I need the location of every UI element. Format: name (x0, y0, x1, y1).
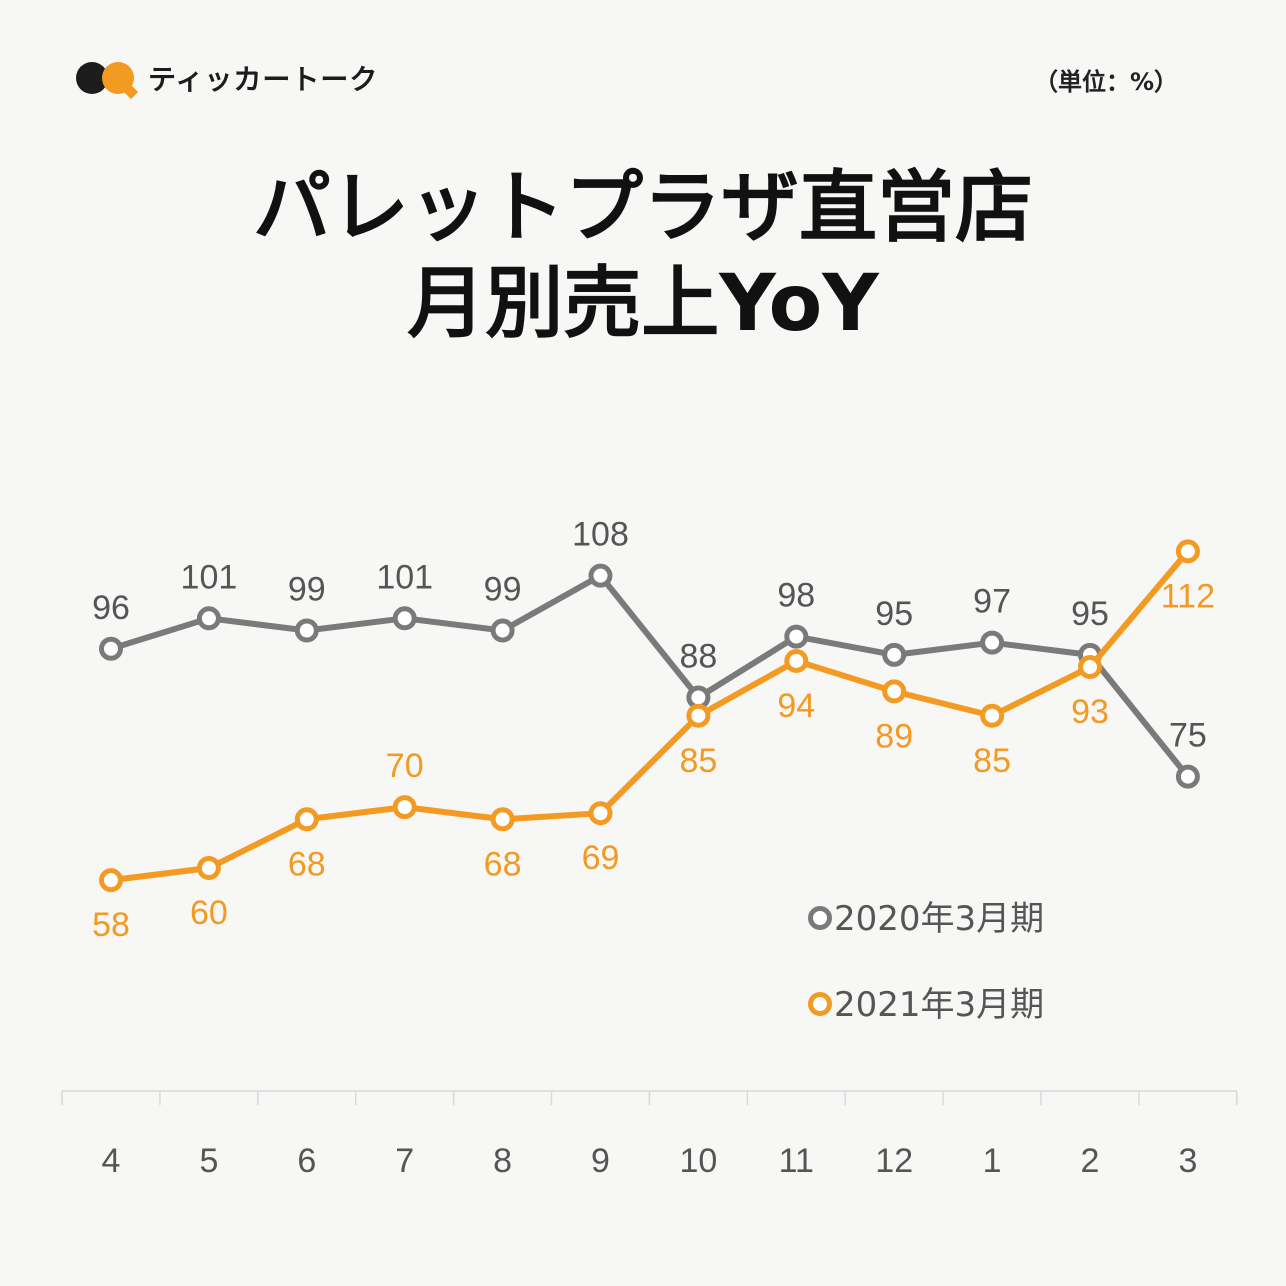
data-point (490, 807, 515, 832)
data-label: 98 (777, 577, 815, 615)
x-tick-label: 7 (395, 1142, 414, 1180)
data-label: 99 (484, 570, 522, 608)
data-label: 101 (376, 558, 433, 596)
data-point (196, 606, 221, 631)
page-title: パレットプラザ直営店 月別売上YoY (0, 160, 1286, 352)
data-label: 58 (92, 906, 130, 944)
x-tick-label: 9 (591, 1142, 610, 1180)
data-label: 88 (679, 637, 717, 675)
data-label: 75 (1169, 717, 1207, 755)
data-label: 96 (92, 589, 130, 627)
data-point (1175, 539, 1200, 564)
series-line-1 (110, 572, 1191, 779)
brand: ティッカートーク (76, 58, 378, 98)
x-tick-label: 11 (779, 1142, 814, 1180)
data-label: 112 (1161, 577, 1215, 615)
data-point (392, 795, 417, 820)
brand-logo-icon (76, 58, 138, 98)
data-label: 97 (973, 583, 1011, 621)
data-point (1175, 764, 1200, 789)
x-tick-label: 5 (199, 1142, 218, 1180)
x-tick-label: 8 (493, 1142, 512, 1180)
data-label: 108 (572, 516, 629, 554)
unit-label: （単位：%） (1033, 68, 1178, 96)
data-label: 93 (1071, 693, 1109, 731)
x-tick-label: 2 (1081, 1142, 1100, 1180)
data-point (784, 648, 809, 673)
data-point (196, 856, 221, 880)
data-point (294, 618, 319, 643)
series-line-2 (110, 549, 1191, 884)
data-point (980, 703, 1005, 728)
data-label: 85 (679, 742, 717, 780)
data-label: 60 (190, 894, 228, 932)
data-label: 68 (288, 845, 326, 883)
legend-marker-2 (808, 992, 832, 1016)
data-point (784, 624, 809, 649)
data-point (686, 703, 711, 728)
data-label: 95 (1071, 595, 1109, 633)
data-point (1078, 655, 1102, 680)
data-label: 94 (777, 687, 815, 725)
x-tick-label: 3 (1178, 1142, 1197, 1180)
data-point (490, 618, 515, 643)
brand-name: ティッカートーク (148, 63, 379, 96)
data-label: 68 (484, 845, 522, 883)
legend-label-1: 2020年3月期 (834, 899, 1044, 939)
data-label: 95 (875, 595, 913, 633)
data-point (980, 630, 1005, 655)
legend-marker-1 (808, 906, 832, 930)
x-tick-label: 1 (983, 1142, 1002, 1180)
data-point (99, 868, 123, 893)
data-point (588, 563, 613, 588)
data-point (392, 606, 417, 631)
data-point (99, 636, 123, 661)
data-label: 89 (875, 717, 913, 755)
data-point (588, 801, 613, 826)
x-tick-label: 6 (297, 1142, 316, 1180)
title-line-2: 月別売上YoY (407, 259, 879, 349)
data-label: 69 (582, 839, 620, 877)
x-tick-label: 4 (102, 1142, 121, 1180)
data-label: 99 (288, 570, 326, 608)
title-line-1: パレットプラザ直営店 (252, 163, 1033, 253)
data-point (882, 679, 907, 704)
x-tick-label: 12 (875, 1142, 913, 1180)
data-point (294, 807, 319, 832)
legend-label-2: 2021年3月期 (834, 985, 1044, 1025)
data-label: 85 (973, 742, 1011, 780)
x-tick-label: 10 (679, 1142, 717, 1180)
data-point (882, 642, 907, 667)
data-label: 101 (181, 558, 238, 596)
data-label: 70 (386, 747, 424, 785)
